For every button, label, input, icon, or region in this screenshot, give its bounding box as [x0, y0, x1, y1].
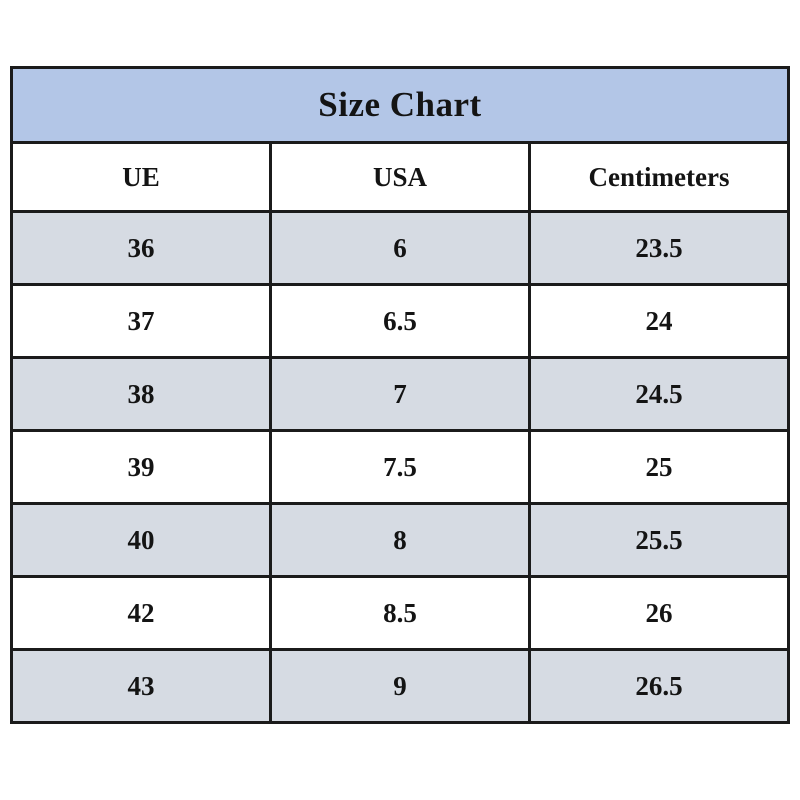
cell-ue: 40: [10, 502, 272, 578]
cell-centimeters: 24.5: [528, 356, 790, 432]
column-header-ue: UE: [10, 141, 272, 213]
cell-usa: 6.5: [269, 283, 531, 359]
cell-usa: 8: [269, 502, 531, 578]
cell-usa: 8.5: [269, 575, 531, 651]
header-row: UE USA Centimeters: [10, 141, 790, 213]
table-row: 42 8.5 26: [10, 575, 790, 651]
cell-ue: 37: [10, 283, 272, 359]
cell-ue: 43: [10, 648, 272, 724]
cell-centimeters: 25: [528, 429, 790, 505]
cell-usa: 9: [269, 648, 531, 724]
cell-usa: 6: [269, 210, 531, 286]
cell-ue: 39: [10, 429, 272, 505]
cell-centimeters: 23.5: [528, 210, 790, 286]
cell-centimeters: 26.5: [528, 648, 790, 724]
title-row: Size Chart: [10, 66, 790, 144]
cell-ue: 38: [10, 356, 272, 432]
cell-centimeters: 26: [528, 575, 790, 651]
table-row: 38 7 24.5: [10, 356, 790, 432]
table-title: Size Chart: [10, 66, 790, 144]
table-row: 36 6 23.5: [10, 210, 790, 286]
table-row: 43 9 26.5: [10, 648, 790, 724]
column-header-usa: USA: [269, 141, 531, 213]
table-row: 39 7.5 25: [10, 429, 790, 505]
cell-usa: 7: [269, 356, 531, 432]
table-row: 40 8 25.5: [10, 502, 790, 578]
cell-centimeters: 24: [528, 283, 790, 359]
cell-centimeters: 25.5: [528, 502, 790, 578]
column-header-centimeters: Centimeters: [528, 141, 790, 213]
size-chart-table: Size Chart UE USA Centimeters 36 6 23.5 …: [10, 66, 790, 724]
cell-usa: 7.5: [269, 429, 531, 505]
cell-ue: 36: [10, 210, 272, 286]
cell-ue: 42: [10, 575, 272, 651]
table-row: 37 6.5 24: [10, 283, 790, 359]
